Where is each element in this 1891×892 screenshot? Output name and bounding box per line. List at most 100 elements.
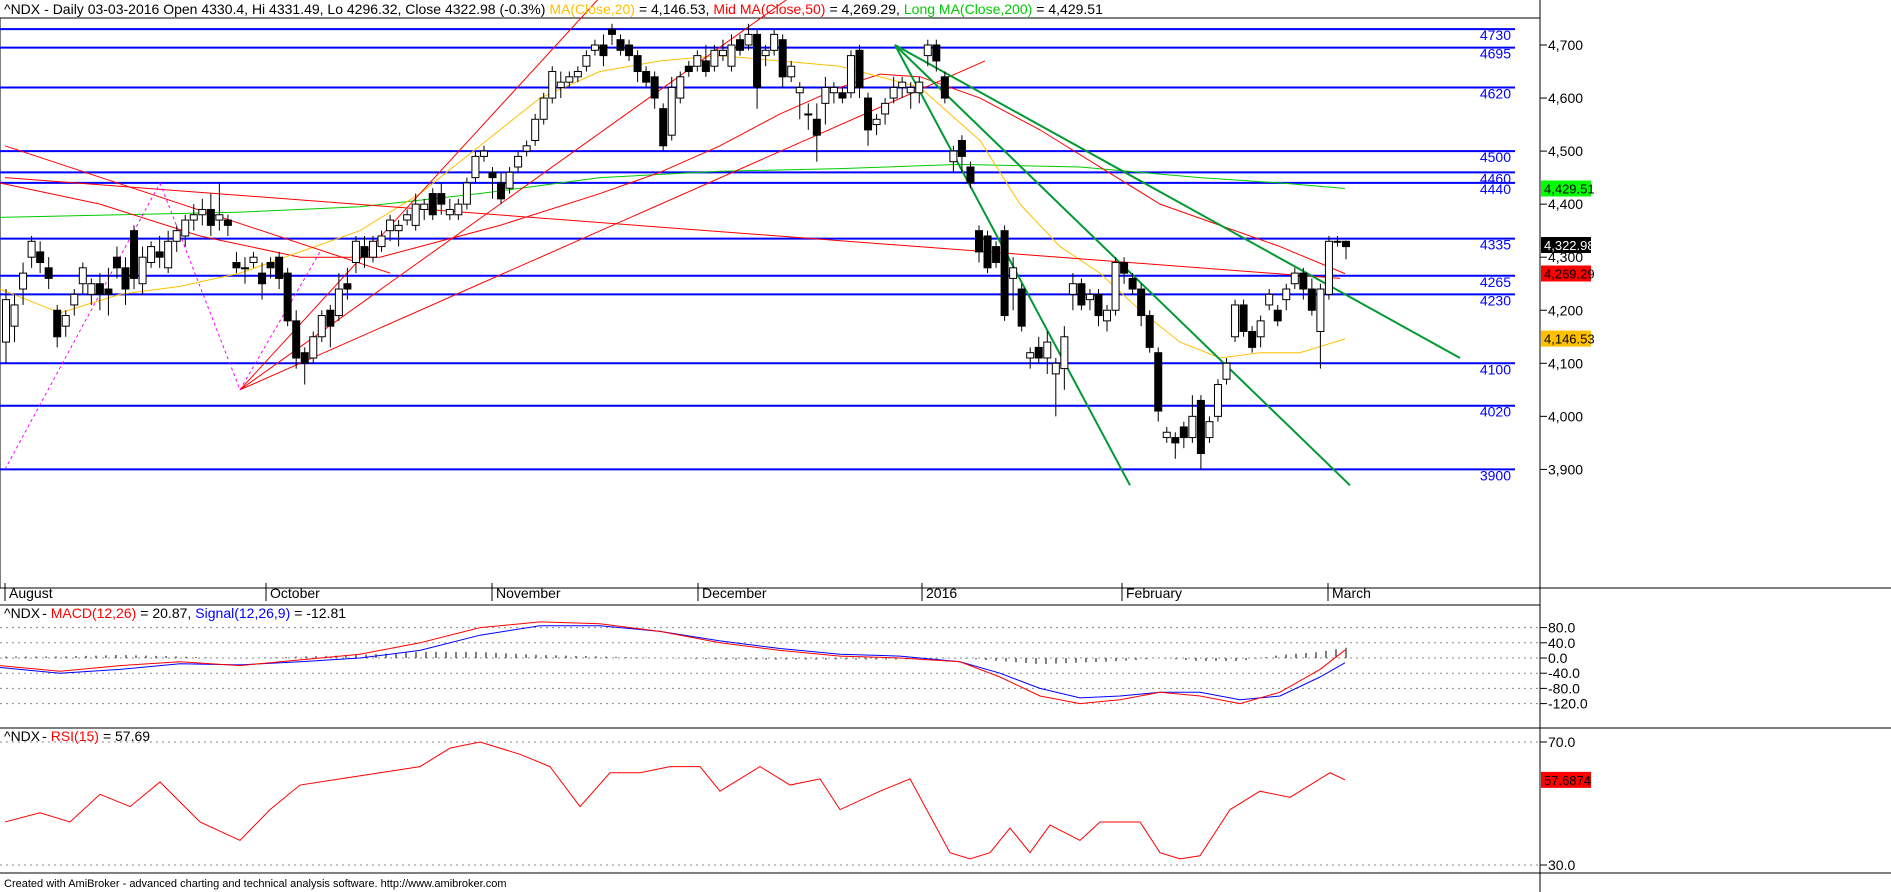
candle-up <box>787 65 796 78</box>
candle-up <box>556 81 565 88</box>
candle-up <box>1068 283 1077 295</box>
candle-down <box>360 246 369 258</box>
macd-tick-label: -40.0 <box>1548 665 1580 681</box>
candle-down <box>1145 315 1154 348</box>
candle-down <box>838 92 847 99</box>
candle-up <box>1043 341 1052 359</box>
candle-up <box>1009 267 1018 279</box>
level-label: 4500 <box>1480 149 1511 165</box>
macd-tick-label: 0.0 <box>1548 650 1568 666</box>
trendline-green <box>894 44 1131 486</box>
rsi-panel: 70.0 30.0 57.6874 <box>0 734 1591 873</box>
candle-down <box>1128 277 1137 290</box>
level-label: 4695 <box>1480 46 1511 62</box>
header-ohlc: - Daily 03-03-2016 Open 4330.4, Hi 4331.… <box>44 1 545 17</box>
price-tick-label: 4,700 <box>1548 37 1583 53</box>
candle-up <box>949 150 958 163</box>
header-ma50-value: = 4,269.29, <box>829 1 899 17</box>
candle-down <box>855 49 864 88</box>
candle-up <box>1205 421 1214 439</box>
candle-up <box>377 235 386 248</box>
candle-down <box>104 288 113 295</box>
tag-ma200-value: 4,429.51 <box>1544 181 1595 196</box>
trendline-magenta <box>239 251 321 391</box>
tag-ma50-value: 4,269.29 <box>1544 266 1595 281</box>
candle-down <box>932 44 941 62</box>
candle-down <box>966 166 975 184</box>
candle-up <box>1162 431 1171 439</box>
candle-up <box>889 86 898 99</box>
trendline-red <box>239 60 986 391</box>
candle-down <box>1137 288 1146 317</box>
candle-up <box>1085 293 1094 301</box>
level-label: 4620 <box>1480 85 1511 101</box>
candle-up <box>462 182 471 205</box>
candle-up <box>164 240 173 269</box>
candlesticks <box>2 23 1350 470</box>
candle-up <box>539 97 548 120</box>
candle-up <box>1103 309 1112 322</box>
candle-up <box>898 81 907 88</box>
candle-down <box>53 309 62 338</box>
macd-tick-label: -80.0 <box>1548 680 1580 696</box>
macd-header-label: MACD(12,26) <box>51 605 137 621</box>
candle-up <box>795 86 804 94</box>
header-ma200-label: Long MA(Close,200) <box>904 1 1032 17</box>
candle-down <box>275 256 284 279</box>
candle-up <box>27 240 36 258</box>
macd-tick-label: -120.0 <box>1548 696 1588 712</box>
candle-up <box>667 86 676 136</box>
candle-up <box>923 44 932 57</box>
candle-down <box>1017 288 1026 327</box>
rsi-header: ^NDX - RSI(15) = 57.69 <box>4 728 150 744</box>
candle-up <box>351 240 360 264</box>
candle-up <box>718 49 727 57</box>
rsi-header-label: RSI(15) <box>51 728 99 744</box>
candle-up <box>240 267 249 270</box>
candle-up <box>1290 272 1299 285</box>
candle-down <box>36 251 45 264</box>
candle-down <box>326 309 335 327</box>
level-label: 4230 <box>1480 292 1511 308</box>
tag-close-value: 4,322.98 <box>1544 238 1595 253</box>
rsi-tag-bg <box>1541 771 1591 788</box>
date-axis: August October November December 2016 Februar… <box>4 583 1371 601</box>
candle-down <box>992 246 1001 264</box>
candle-up <box>872 118 881 126</box>
candle-up <box>505 171 514 189</box>
candle-down <box>864 97 873 131</box>
candle-down <box>753 33 762 88</box>
candle-up <box>172 230 181 242</box>
candle-down <box>1077 283 1086 306</box>
candle-up <box>804 113 813 116</box>
footer-credit: Created with AmiBroker - advanced charti… <box>4 878 507 890</box>
price-tick-label: 4,200 <box>1548 302 1583 318</box>
level-label: 3900 <box>1480 467 1511 483</box>
candle-up <box>915 81 924 94</box>
candle-up <box>70 293 79 306</box>
candle-down <box>112 256 121 269</box>
candle-up <box>369 240 378 258</box>
candle-down <box>1179 426 1188 439</box>
rsi-header-value: = 57.69 <box>103 728 150 744</box>
candle-down <box>300 352 309 364</box>
last-value-tags: 4,322.98 4,429.51 4,269.29 4,146.53 <box>1541 180 1595 347</box>
candle-down <box>625 44 634 57</box>
candle-down <box>957 139 966 157</box>
candle-up <box>1213 384 1222 417</box>
candle-down <box>497 182 506 200</box>
candle-up <box>317 315 326 338</box>
price-tick-label: 4,300 <box>1548 249 1583 265</box>
candle-down <box>488 171 497 179</box>
candle-down <box>1034 346 1043 359</box>
tag-ma50-bg <box>1541 265 1591 282</box>
candle-up <box>420 203 429 210</box>
level-label: 4020 <box>1480 404 1511 420</box>
candle-up <box>454 203 463 216</box>
candle-up <box>1316 288 1325 332</box>
price-header: ^NDX - Daily 03-03-2016 Open 4330.4, Hi 4… <box>4 1 1103 17</box>
candle-up <box>1256 320 1265 338</box>
header-symbol: ^NDX <box>4 1 41 17</box>
candle-down <box>701 60 710 73</box>
